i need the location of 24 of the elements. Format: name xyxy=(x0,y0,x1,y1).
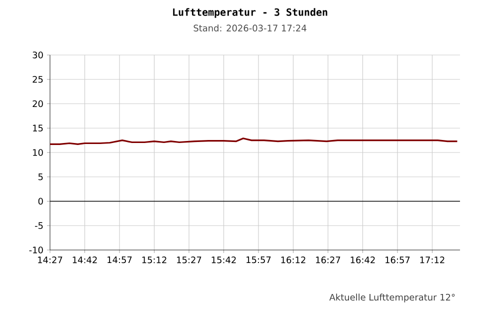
x-tick-label: 15:27 xyxy=(177,256,202,264)
y-tick-label: 5 xyxy=(38,174,43,180)
y-tick-label: 0 xyxy=(38,198,43,205)
y-tick-label: 10 xyxy=(33,149,43,156)
x-tick-label: 17:12 xyxy=(420,256,444,264)
x-tick-label: 16:57 xyxy=(386,256,410,264)
x-tick-label: 16:12 xyxy=(281,256,306,264)
y-tick-label: 20 xyxy=(32,100,43,108)
y-tick-label: -5 xyxy=(34,222,43,229)
x-tick-label: 14:27 xyxy=(38,256,62,264)
x-tick-label: 14:57 xyxy=(108,256,132,264)
y-tick-label: 30 xyxy=(32,52,43,58)
x-tick-label: 15:12 xyxy=(142,256,166,264)
text: Aktuelle Lufttemperatur 12° xyxy=(329,294,455,302)
x-tick-label: 14:42 xyxy=(72,256,97,264)
x-tick-label: 16:42 xyxy=(350,256,375,264)
x-tick-label: 15:42 xyxy=(212,256,236,264)
y-tick-label: 25 xyxy=(32,76,43,83)
x-tick-label: 16:27 xyxy=(316,256,340,264)
chart-subtitle: Stand: 2026-03-17 17:24 xyxy=(194,24,306,32)
y-tick-label: -10 xyxy=(29,246,43,254)
y-tick-label: 15 xyxy=(33,124,43,132)
x-tick-label: 15:57 xyxy=(246,256,271,264)
chart-title: Lufttemperatur - 3 Stunden xyxy=(173,8,328,18)
